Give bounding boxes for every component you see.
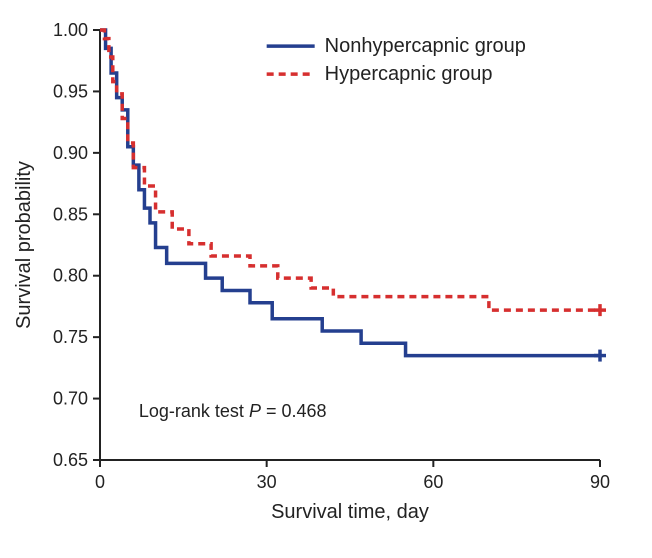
y-tick-label: 0.95	[53, 81, 88, 101]
log-rank-annotation: Log-rank test P = 0.468	[139, 401, 327, 421]
chart-svg: 0.65 0.70 0.75 0.80 0.85 0.90 0.95 1.00 0 30 60 90 S…	[0, 0, 652, 558]
y-tick-label: 1.00	[53, 20, 88, 40]
legend-label-hyper: Hypercapnic group	[325, 63, 493, 85]
y-tick-label: 0.90	[53, 143, 88, 163]
x-tick-label: 60	[423, 472, 443, 492]
x-tick-label: 30	[257, 472, 277, 492]
y-tick-label: 0.70	[53, 389, 88, 409]
y-tick-label: 0.85	[53, 204, 88, 224]
y-tick-label: 0.80	[53, 266, 88, 286]
x-axis-label: Survival time, day	[271, 501, 429, 523]
legend-label-nonhyper: Nonhypercapnic group	[325, 35, 526, 57]
x-tick-label: 90	[590, 472, 610, 492]
y-tick-label: 0.75	[53, 327, 88, 347]
y-axis-label: Survival probability	[13, 161, 35, 329]
survival-chart: 0.65 0.70 0.75 0.80 0.85 0.90 0.95 1.00 0 30 60 90 S…	[0, 0, 652, 558]
y-tick-label: 0.65	[53, 450, 88, 470]
x-tick-label: 0	[95, 472, 105, 492]
